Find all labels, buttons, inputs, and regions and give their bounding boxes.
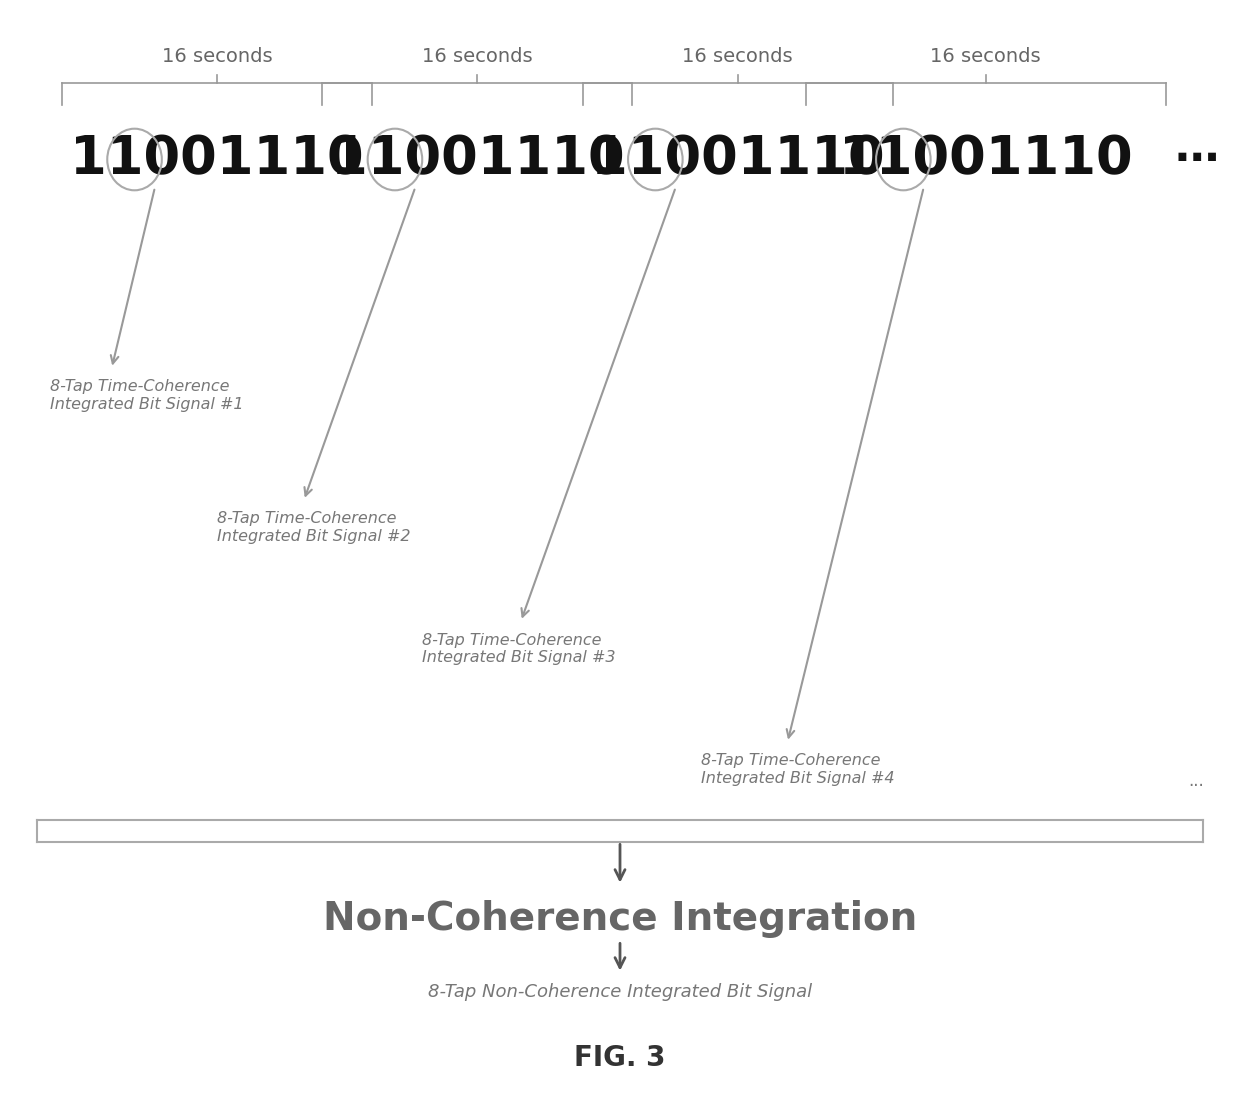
Text: ⋯: ⋯ — [1174, 138, 1219, 182]
Text: 8-Tap Time-Coherence
Integrated Bit Signal #1: 8-Tap Time-Coherence Integrated Bit Sign… — [50, 379, 243, 411]
Text: 11001110: 11001110 — [591, 133, 884, 186]
Text: 16 seconds: 16 seconds — [422, 47, 533, 66]
Text: 8-Tap Time-Coherence
Integrated Bit Signal #2: 8-Tap Time-Coherence Integrated Bit Sign… — [217, 512, 410, 543]
Text: 16 seconds: 16 seconds — [161, 47, 273, 66]
Text: 8-Tap Time-Coherence
Integrated Bit Signal #4: 8-Tap Time-Coherence Integrated Bit Sign… — [701, 754, 894, 785]
Text: 11001110: 11001110 — [71, 133, 363, 186]
Text: 8-Tap Time-Coherence
Integrated Bit Signal #3: 8-Tap Time-Coherence Integrated Bit Sign… — [422, 632, 615, 664]
Text: ···: ··· — [1189, 778, 1204, 795]
Text: 8-Tap Non-Coherence Integrated Bit Signal: 8-Tap Non-Coherence Integrated Bit Signa… — [428, 983, 812, 1001]
Text: FIG. 3: FIG. 3 — [574, 1044, 666, 1072]
Text: 16 seconds: 16 seconds — [930, 47, 1042, 66]
Text: 11001110: 11001110 — [839, 133, 1132, 186]
Text: Non-Coherence Integration: Non-Coherence Integration — [322, 900, 918, 937]
Text: 16 seconds: 16 seconds — [682, 47, 794, 66]
Text: 11001110: 11001110 — [331, 133, 624, 186]
